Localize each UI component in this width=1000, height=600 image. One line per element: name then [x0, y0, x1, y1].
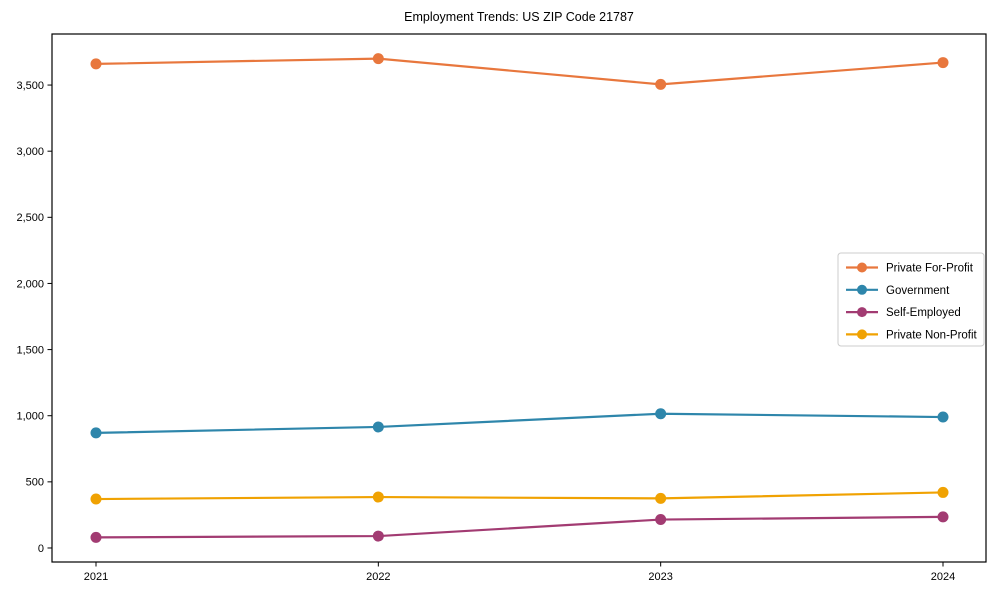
series-line — [94, 412, 945, 435]
legend-sample-marker — [857, 284, 867, 295]
y-tick-label: 2,000 — [16, 278, 44, 290]
y-tick-label: 2,500 — [16, 212, 44, 224]
series-line — [94, 57, 945, 86]
legend-sample-marker — [857, 307, 867, 318]
data-point-marker — [655, 78, 667, 90]
legend-label: Government — [886, 285, 950, 297]
data-point-marker — [372, 491, 384, 503]
y-tick-label: 500 — [26, 477, 44, 489]
data-point-marker — [372, 53, 384, 65]
y-tick-label: 3,000 — [16, 146, 44, 158]
x-tick-label: 2021 — [84, 571, 108, 583]
data-point-marker — [655, 408, 667, 420]
x-tick-label: 2022 — [366, 571, 390, 583]
data-point-marker — [372, 421, 384, 433]
data-point-marker — [90, 493, 102, 505]
data-point-marker — [90, 531, 102, 543]
data-point-marker — [655, 514, 667, 526]
legend-label: Self-Employed — [886, 307, 961, 319]
data-point-marker — [937, 411, 949, 423]
series-line — [94, 515, 945, 539]
x-tick-label: 2024 — [931, 571, 955, 583]
legend-sample-marker — [857, 329, 867, 340]
y-tick-label: 0 — [38, 543, 44, 555]
y-tick-label: 3,500 — [16, 80, 44, 92]
series-line — [94, 491, 945, 501]
y-tick-label: 1,000 — [16, 411, 44, 423]
data-point-marker — [372, 530, 384, 542]
data-point-marker — [655, 492, 667, 504]
data-point-marker — [937, 486, 949, 498]
data-point-marker — [90, 427, 102, 439]
legend-label: Private Non-Profit — [886, 329, 978, 341]
y-tick-label: 1,500 — [16, 344, 44, 356]
x-tick-label: 2023 — [648, 571, 672, 583]
data-point-marker — [90, 58, 102, 70]
plot-border — [51, 33, 987, 563]
legend-label: Private For-Profit — [886, 263, 974, 275]
legend-sample-marker — [857, 262, 867, 273]
data-point-marker — [937, 57, 949, 69]
legend-box — [837, 252, 985, 347]
chart-title: Employment Trends: US ZIP Code 21787 — [404, 10, 634, 24]
data-point-marker — [937, 511, 949, 523]
